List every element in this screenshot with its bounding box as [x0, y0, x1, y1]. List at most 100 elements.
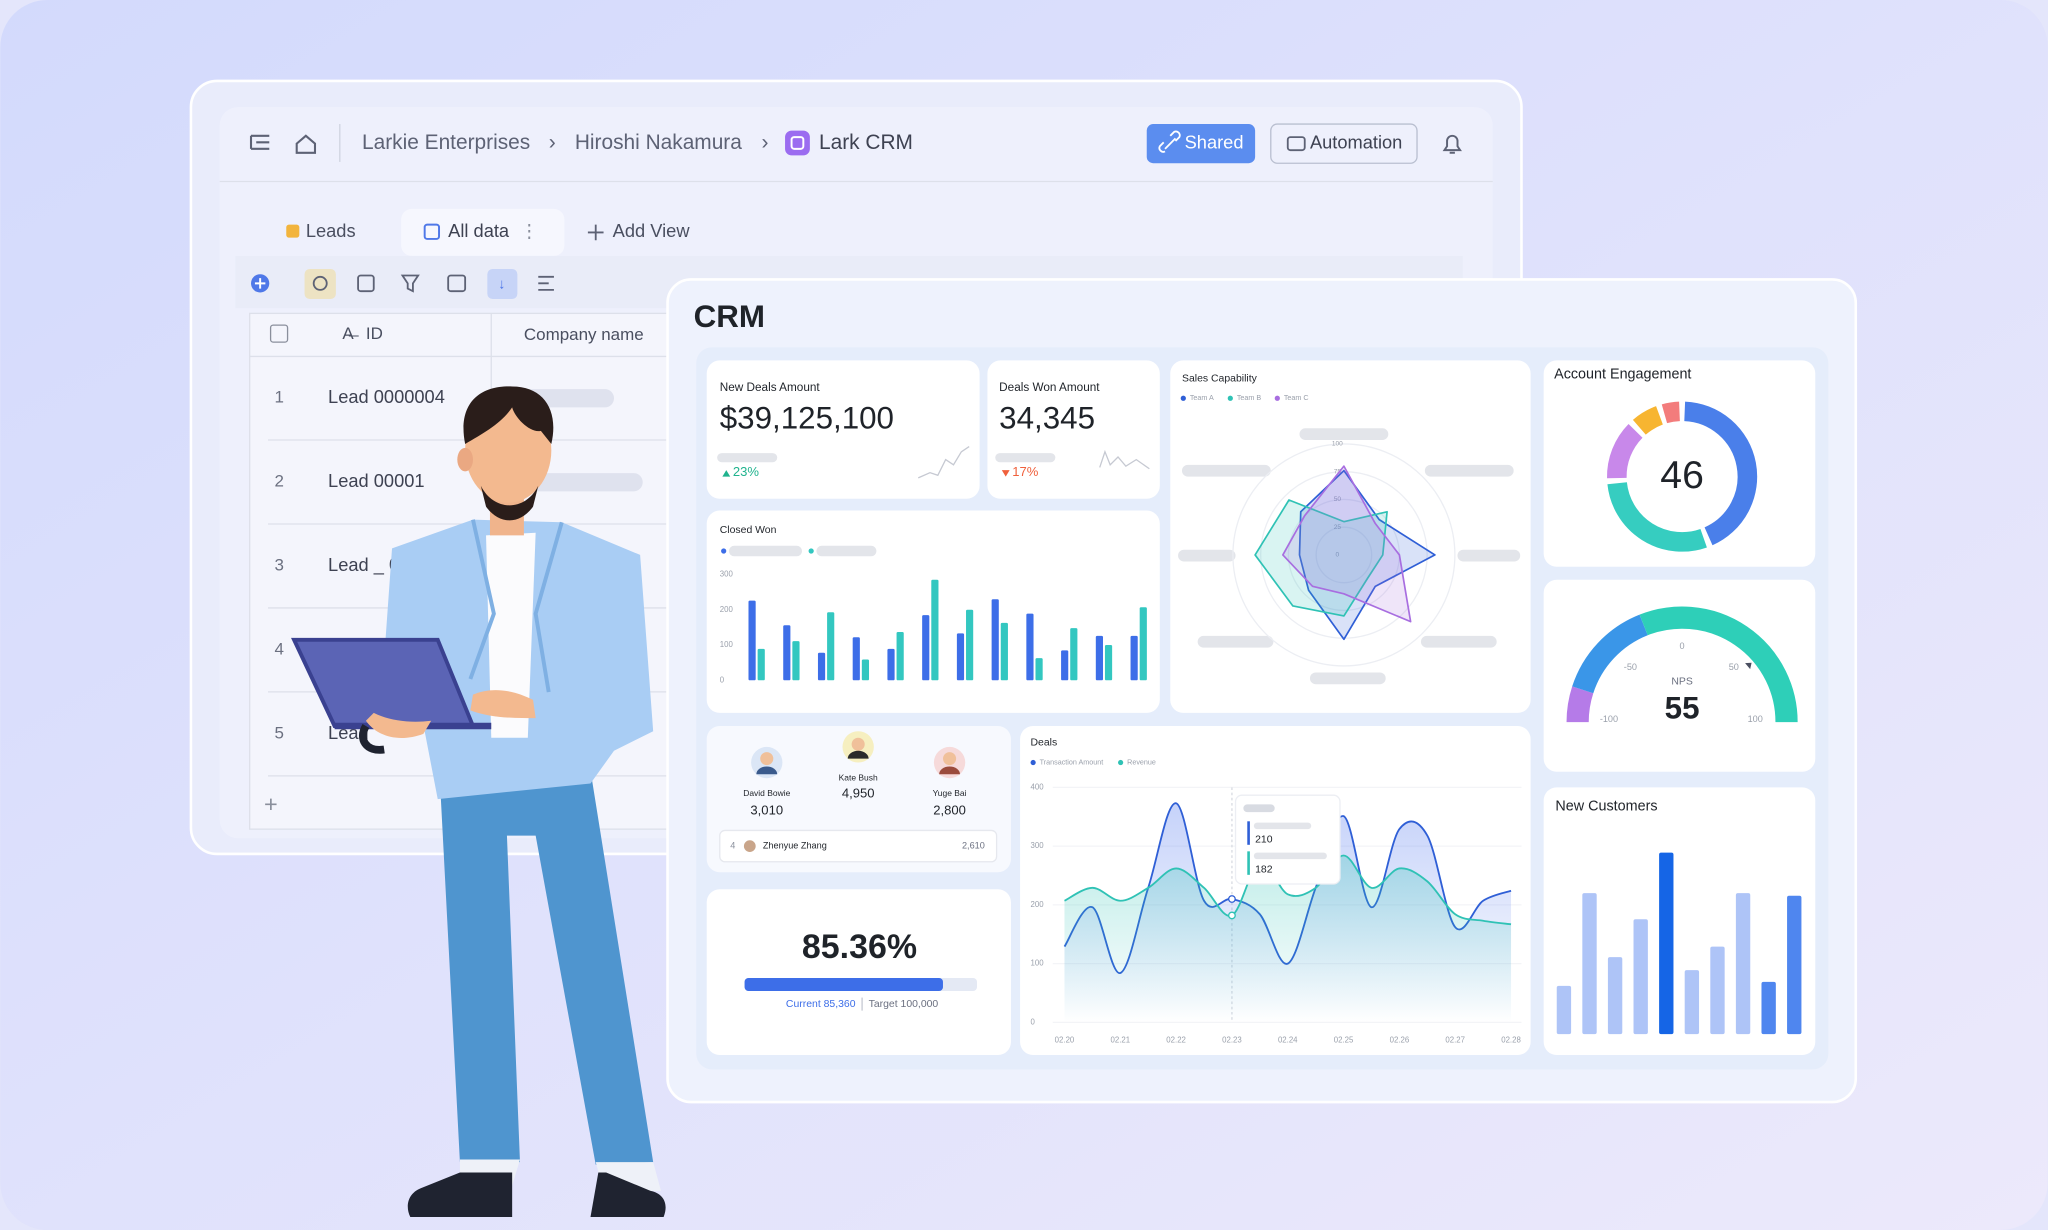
leader-value: 2,800 — [933, 802, 966, 817]
bar — [1556, 985, 1572, 1035]
leader-value: 4,950 — [842, 785, 875, 800]
legend-dot — [1030, 759, 1036, 766]
svg-text:+: + — [264, 791, 278, 817]
bar — [827, 612, 835, 681]
row-index: 4 — [275, 640, 284, 659]
legend-label: Team C — [1284, 394, 1309, 402]
bar — [956, 633, 965, 681]
bar — [1026, 613, 1034, 681]
y-tick-label: 300 — [1031, 841, 1045, 850]
chart-title: Deals — [1031, 738, 1058, 749]
bar — [1787, 895, 1802, 1035]
kpi-change: 17% — [1012, 464, 1039, 479]
row-id[interactable]: Lead _ 00 — [328, 554, 409, 576]
bar — [1035, 658, 1043, 681]
placeholder — [522, 473, 643, 492]
legend-dot — [1180, 395, 1186, 401]
automation-label[interactable]: Automation — [1310, 131, 1402, 152]
r-tick-label: 0 — [1336, 552, 1340, 559]
donut-segment — [1607, 481, 1707, 552]
svg-text:›: › — [762, 131, 769, 154]
legend-label: Transaction Amount — [1040, 758, 1104, 766]
bar — [922, 615, 930, 681]
gauge-tick-label: -50 — [1624, 662, 1637, 672]
gauge-title: NPS — [1671, 676, 1692, 687]
row-id[interactable]: Lead 0000004 — [328, 386, 445, 407]
automation-button[interactable] — [1270, 123, 1418, 164]
gauge-tick-label: -100 — [1600, 714, 1618, 724]
row-index: 2 — [275, 472, 284, 491]
bar — [1000, 622, 1008, 681]
bar — [1607, 957, 1623, 1035]
shared-button[interactable] — [1146, 124, 1256, 164]
radar-area — [1282, 465, 1412, 623]
legend-dot — [1118, 759, 1124, 766]
row-index: 1 — [275, 388, 284, 407]
y-tick-label: 0 — [1031, 1017, 1036, 1026]
donut-segment — [1683, 401, 1758, 546]
y-tick-label: 300 — [720, 570, 734, 579]
svg-text:↓: ↓ — [498, 276, 505, 292]
y-tick-label: 100 — [720, 640, 734, 649]
x-tick-label: 02.23 — [1222, 1036, 1242, 1045]
x-tick-label: 02.24 — [1278, 1036, 1298, 1045]
donut-segment — [1661, 401, 1681, 424]
row-id[interactable]: Lead 00001 — [328, 470, 425, 491]
bar — [1095, 635, 1103, 681]
tab[interactable]: Leads — [306, 220, 356, 241]
leader-name: Yuge Bai — [933, 788, 967, 798]
kpi-value: 34,345 — [999, 401, 1095, 436]
hover-point — [1228, 911, 1236, 920]
progress-bar — [744, 977, 943, 992]
tooltip-value: 210 — [1255, 834, 1273, 845]
shared-label[interactable]: Shared — [1185, 131, 1244, 152]
bar — [1684, 970, 1700, 1035]
kpi-value: $39,125,100 — [720, 401, 894, 436]
bar — [1761, 981, 1776, 1035]
bar — [783, 625, 791, 681]
bar — [931, 579, 939, 681]
leader-value: 2,610 — [962, 841, 985, 851]
bar — [887, 648, 895, 681]
x-tick-label: 02.26 — [1390, 1036, 1410, 1045]
tooltip-value: 182 — [1255, 864, 1273, 875]
leader-name: Kate Bush — [839, 772, 878, 782]
gauge-band — [1572, 614, 1649, 694]
breadcrumb[interactable]: Larkie Enterprises — [362, 131, 530, 154]
bar — [748, 600, 756, 681]
radar-area — [1254, 499, 1388, 617]
bar — [792, 641, 800, 681]
chart-title: Closed Won — [720, 525, 777, 536]
column-header[interactable]: ID — [366, 324, 383, 343]
svg-text:›: › — [549, 131, 556, 154]
bar — [861, 659, 870, 681]
gauge-tick-label: 0 — [1680, 641, 1685, 651]
grid-circle — [1315, 526, 1373, 584]
r-tick-label: 25 — [1334, 524, 1342, 531]
line — [1064, 854, 1512, 926]
hover-point — [1228, 895, 1236, 903]
r-tick-label: 50 — [1334, 496, 1342, 503]
tab[interactable]: All data — [448, 220, 510, 241]
breadcrumb[interactable]: Hiroshi Nakamura — [575, 131, 742, 154]
row-index: 5 — [275, 724, 284, 743]
bar — [991, 599, 999, 681]
chart-title: Sales Capability — [1182, 373, 1258, 384]
breadcrumb[interactable]: Lark CRM — [819, 131, 913, 154]
bar — [966, 609, 974, 681]
progress-value: 85.36% — [802, 928, 917, 966]
row-index: 3 — [275, 556, 284, 575]
donut-segment — [1632, 406, 1664, 435]
donut-segment — [1607, 423, 1643, 479]
leader-name: Zhenyue Zhang — [763, 841, 827, 851]
bar — [1139, 607, 1147, 681]
column-header[interactable]: Company name — [524, 325, 644, 344]
person-illustration — [291, 386, 666, 1217]
y-tick-label: 200 — [720, 605, 734, 614]
radar-area — [1298, 469, 1436, 641]
tab[interactable]: Add View — [613, 220, 691, 241]
gauge-band — [1639, 606, 1798, 723]
dashboard-window: CRM New Deals Amount $39,125,100 23% Dea… — [666, 278, 1858, 1104]
bar — [1130, 635, 1138, 681]
gauge-value: 55 — [1665, 691, 1700, 726]
